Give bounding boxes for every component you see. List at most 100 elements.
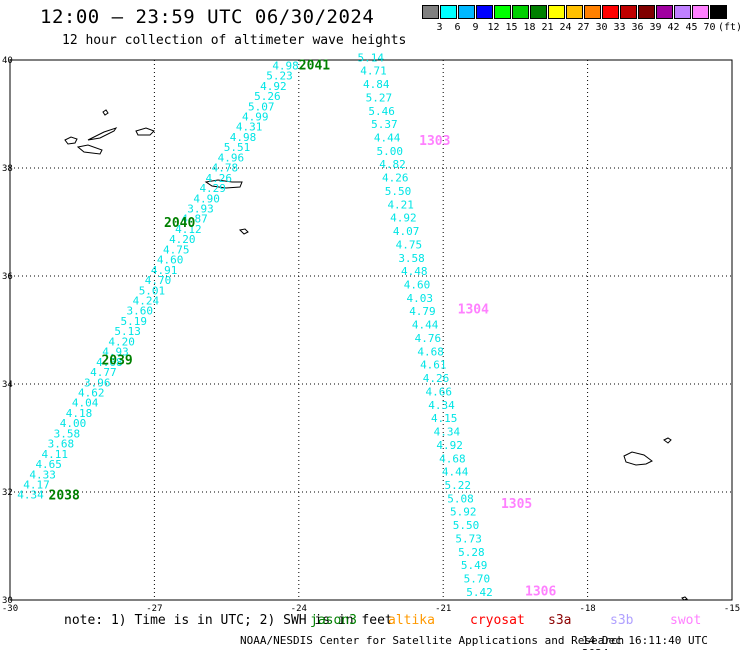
colorbar-swatch [656, 5, 673, 19]
wave-height-label: 3.60 [127, 305, 153, 318]
wave-height-label: 4.99 [242, 111, 269, 124]
colorbar-swatch [530, 5, 547, 19]
wave-height-label: 4.79 [409, 305, 436, 318]
axis-tick-labels: -30 -27 -24 -21 -18 -15 40 38 36 34 32 30 [2, 56, 740, 614]
colorbar-label: 12 [487, 22, 500, 33]
island-madeira [623, 451, 653, 466]
wave-height-label: 4.31 [236, 121, 263, 134]
wave-height-label: 5.01 [139, 284, 166, 297]
colorbar-label: 6 [454, 22, 461, 33]
lat-tick-label: 32 [2, 488, 13, 498]
lon-tick-label: -27 [146, 604, 162, 614]
wave-height-label: 4.12 [175, 223, 202, 236]
wave-height-label: 4.29 [199, 182, 226, 195]
wave-height-label: 4.07 [393, 225, 420, 238]
wave-height-label: 4.20 [169, 233, 196, 246]
map-frame [9, 59, 733, 601]
wave-height-label: 3.58 [54, 427, 81, 440]
wave-height-label: 3.58 [398, 252, 425, 265]
wave-height-label: 4.93 [102, 346, 129, 359]
map-grid [9, 59, 733, 601]
wave-height-label: 4.91 [151, 264, 178, 277]
colorbar-swatch [422, 5, 439, 19]
colorbar-label: 70 [703, 22, 716, 33]
legend-item-swot: swot [670, 613, 702, 628]
wave-height-label: 4.75 [163, 243, 190, 256]
wave-height-label: 4.44 [374, 131, 401, 144]
pass-number-label: 2039 [101, 354, 132, 369]
lat-tick-label: 38 [2, 164, 13, 174]
pass-number-label: 2040 [164, 216, 195, 231]
wave-height-label: 4.21 [387, 198, 414, 211]
wave-height-label: 5.27 [366, 91, 393, 104]
wave-height-label: 4.96 [218, 151, 245, 164]
wave-height-label: 5.22 [445, 479, 472, 492]
altimeter-tracks: 4.985.234.925.265.074.994.314.985.514.96… [17, 51, 493, 599]
footnote: note: 1) Time is in UTC; 2) SWH is in fe… [64, 613, 393, 628]
lon-tick-label: -30 [2, 604, 18, 614]
lon-tick-label: -18 [579, 604, 595, 614]
wave-height-label: 3.93 [187, 203, 214, 216]
wave-height-label: 4.04 [72, 397, 99, 410]
wave-height-label: 4.44 [412, 319, 439, 332]
wave-height-label: 4.33 [29, 468, 55, 481]
wave-height-label: 4.92 [390, 212, 417, 225]
wave-height-label: 5.70 [464, 573, 491, 586]
credit-line: NOAA/NESDIS Center for Satellite Applica… [240, 634, 625, 647]
wave-height-label: 4.77 [90, 366, 117, 379]
lat-tick-label: 30 [2, 596, 13, 606]
wave-height-label: 4.34 [434, 426, 461, 439]
colorbar-label: 15 [505, 22, 518, 33]
pass-number-label: 1306 [525, 584, 556, 599]
legend-item-s3b: s3b [610, 613, 634, 628]
wave-height-label: 4.24 [133, 294, 160, 307]
wave-height-label: 4.00 [60, 417, 87, 430]
colorbar-swatch [512, 5, 529, 19]
wave-height-label: 5.00 [377, 145, 404, 158]
wave-height-label: 4.68 [417, 345, 444, 358]
colorbar-label: 33 [613, 22, 626, 33]
colorbar-label: 27 [577, 22, 590, 33]
colorbar-swatch [584, 5, 601, 19]
colorbar-swatch [692, 5, 709, 19]
colorbar-swatch [494, 5, 511, 19]
colorbar-swatch [440, 5, 457, 19]
lat-tick-label: 36 [2, 272, 13, 282]
wave-height-label: 5.07 [248, 100, 275, 113]
island-porto-santo [663, 437, 672, 444]
colorbar-swatch [638, 5, 655, 19]
wave-height-label: 4.34 [428, 399, 455, 412]
wave-height-label: 5.14 [358, 51, 385, 64]
wave-height-label: 4.98 [230, 131, 257, 144]
lon-tick-label: -15 [724, 604, 740, 614]
wave-height-label: 5.50 [453, 519, 480, 532]
colorbar-label: 36 [631, 22, 644, 33]
wave-height-label: 4.20 [108, 335, 135, 348]
pass-number-label: 1304 [458, 302, 489, 317]
coastlines [64, 109, 688, 601]
colorbar-swatch [674, 5, 691, 19]
wave-height-label: 5.28 [458, 546, 485, 559]
colorbar-label: 24 [559, 22, 572, 33]
colorbar-swatch [710, 5, 727, 19]
wave-height-label: 5.50 [385, 185, 412, 198]
legend-item-s3a: s3a [548, 613, 572, 628]
wave-height-label: 4.98 [272, 59, 299, 72]
wave-height-label: 4.60 [404, 279, 431, 292]
wave-height-label: 4.34 [17, 489, 44, 502]
lat-tick-label: 40 [2, 56, 13, 66]
colorbar-swatch [548, 5, 565, 19]
island-faial [64, 136, 78, 145]
wave-height-label: 4.92 [260, 80, 287, 93]
wave-height-label: 4.70 [145, 274, 172, 287]
island-selvagens [681, 596, 688, 601]
wave-height-label: 4.60 [157, 254, 184, 267]
wave-height-label: 4.90 [193, 192, 220, 205]
pass-number-label: 1303 [419, 134, 450, 149]
colorbar-swatch [602, 5, 619, 19]
figure-subtitle: 12 hour collection of altimeter wave hei… [62, 33, 407, 48]
wave-height-label: 4.66 [426, 385, 453, 398]
wave-height-label: 5.49 [461, 559, 488, 572]
